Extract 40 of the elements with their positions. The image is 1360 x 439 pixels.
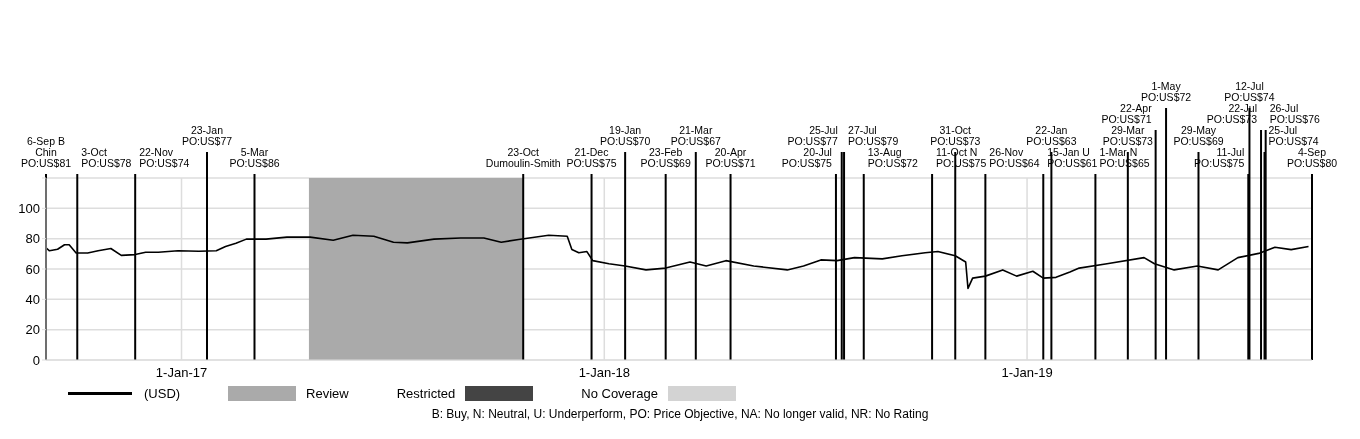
- ref-line-label: 4-Sep PO:US$80: [1286, 146, 1338, 170]
- ref-line-label: 6-Sep B Chin PO:US$81: [20, 135, 72, 170]
- ref-line-label: 22-Nov PO:US$74: [139, 146, 190, 170]
- ref-line-label: 29-Mar PO:US$73: [1102, 124, 1154, 148]
- ref-line-label: 3-Oct PO:US$78: [81, 146, 132, 170]
- x-tick-label: 1-Jan-17: [155, 365, 208, 381]
- ref-line-label: 20-Apr PO:US$71: [705, 146, 756, 170]
- ref-line-label: 20-Jul PO:US$75: [781, 146, 833, 170]
- ref-line-label: 19-Jan PO:US$70: [600, 124, 651, 148]
- ref-line-label: 25-Jul PO:US$74: [1268, 124, 1319, 148]
- y-tick-label: 80: [25, 231, 40, 247]
- band-label: Review: [306, 386, 349, 401]
- ref-line-label: 27-Jul PO:US$79: [848, 124, 899, 148]
- ref-line-label: 23-Oct Dumoulin-Smith: [485, 146, 561, 170]
- ref-line-label: 23-Jan PO:US$77: [181, 124, 233, 148]
- ref-line-label: 29-May PO:US$69: [1173, 124, 1224, 148]
- ref-line-label: 22-Apr PO:US$71: [1101, 102, 1153, 126]
- y-tick-label: 0: [32, 352, 40, 368]
- y-tick-label: 60: [25, 261, 40, 277]
- ref-line-label: 26-Nov PO:US$64: [989, 146, 1040, 170]
- ref-line-label: 12-Jul PO:US$74: [1224, 80, 1275, 104]
- y-tick-label: 20: [25, 322, 40, 338]
- ref-line-label: 23-Feb PO:US$69: [640, 146, 691, 170]
- text: No Coverage: [581, 386, 658, 401]
- y-tick-label: 40: [25, 291, 40, 307]
- ref-line-label: 26-Jul PO:US$76: [1269, 102, 1321, 126]
- x-tick-label: 1-Jan-19: [1001, 365, 1053, 381]
- text: B: Buy, N: Neutral, U: Underperform, PO: Price Objective, NA: No longer valid, NR: No Rating: [430, 407, 930, 421]
- x-tick-label: 1-Jan-18: [578, 365, 630, 381]
- legend-label: (USD): [144, 386, 181, 401]
- ref-line-label: 31-Oct PO:US$73: [930, 124, 981, 148]
- y-tick-label: 100: [18, 200, 40, 216]
- ref-line-label: 13-Aug PO:US$72: [867, 146, 919, 170]
- ref-line-label: 21-Dec PO:US$75: [566, 146, 617, 170]
- ref-line-label: 21-Mar PO:US$67: [670, 124, 722, 148]
- ref-line-label: 22-Jan PO:US$63: [1026, 124, 1077, 148]
- text: Restricted: [396, 386, 456, 401]
- ref-line-label: 5-Mar PO:US$86: [229, 146, 280, 170]
- ref-line-label: 1-May PO:US$72: [1140, 80, 1192, 104]
- ref-line-label: 25-Jul PO:US$77: [787, 124, 838, 148]
